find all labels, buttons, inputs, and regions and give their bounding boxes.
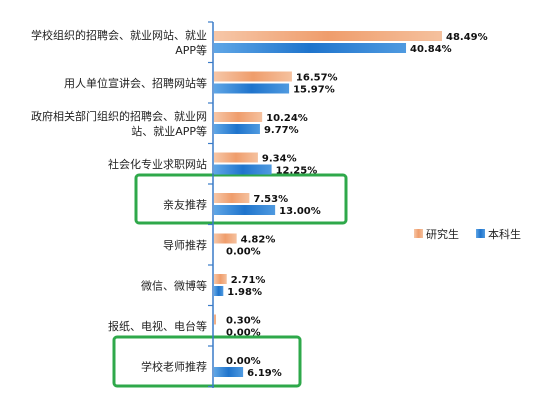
undergraduate-value-label: 12.25% bbox=[276, 166, 318, 177]
undergraduate-bar bbox=[214, 164, 272, 175]
undergraduate-bar bbox=[214, 43, 407, 53]
graduate-value-label: 0.00% bbox=[226, 356, 261, 367]
category-axis bbox=[208, 21, 214, 388]
undergraduate-value-label: 0.00% bbox=[226, 247, 261, 258]
legend-label-graduate: 研究生 bbox=[426, 227, 459, 241]
graduate-value-label: 2.71% bbox=[231, 275, 266, 286]
category-label: APP等 bbox=[175, 43, 207, 57]
highlight-boxes bbox=[112, 173, 348, 388]
highlight-box-8 bbox=[112, 335, 302, 388]
category-label: 社会化专业求职网站 bbox=[108, 157, 207, 171]
graduate-bar bbox=[214, 31, 442, 41]
legend-label-undergraduate: 本科生 bbox=[488, 227, 521, 241]
graduate-bar bbox=[214, 112, 263, 122]
value-labels: 48.49% 16.57% 10.24% 9.34% 7.53% 4.82% 2.71% 0.… bbox=[226, 32, 488, 379]
graduate-value-label: 10.24% bbox=[266, 113, 308, 124]
bar-group bbox=[214, 31, 442, 377]
category-label: 学校组织的招聘会、就业网站、就业 bbox=[31, 28, 207, 42]
graduate-bar bbox=[214, 314, 216, 325]
category-label: 站、就业APP等 bbox=[131, 124, 207, 138]
undergraduate-value-label: 0.00% bbox=[226, 328, 261, 339]
category-label: 亲友推荐 bbox=[163, 197, 207, 211]
graduate-value-label: 4.82% bbox=[241, 235, 276, 246]
graduate-bar bbox=[214, 274, 227, 284]
undergraduate-value-label: 6.19% bbox=[247, 368, 282, 379]
category-label: 微信、微博等 bbox=[141, 278, 207, 292]
undergraduate-value-label: 40.84% bbox=[410, 44, 452, 55]
graduate-value-label: 9.34% bbox=[262, 154, 297, 165]
graduate-value-label: 7.53% bbox=[253, 194, 288, 205]
graduate-value-label: 48.49% bbox=[446, 32, 488, 43]
category-label: 导师推荐 bbox=[163, 238, 207, 252]
undergraduate-value-label: 13.00% bbox=[279, 206, 321, 217]
undergraduate-bar bbox=[214, 367, 244, 377]
undergraduate-bar bbox=[214, 205, 276, 215]
undergraduate-value-label: 1.98% bbox=[227, 287, 262, 298]
undergraduate-bar bbox=[214, 124, 260, 134]
category-label: 用人单位宣讲会、招聘网站等 bbox=[64, 76, 207, 90]
graduate-bar bbox=[214, 152, 258, 163]
highlight-box-4 bbox=[134, 173, 348, 225]
graduate-value-label: 16.57% bbox=[296, 73, 338, 84]
category-labels: 学校组织的招聘会、就业网站、就业APP等用人单位宣讲会、招聘网站等政府相关部门组… bbox=[31, 28, 207, 374]
undergraduate-value-label: 9.77% bbox=[264, 125, 299, 136]
undergraduate-bar bbox=[214, 83, 290, 94]
category-label: 学校老师推荐 bbox=[141, 359, 207, 373]
undergraduate-value-label: 15.97% bbox=[293, 85, 335, 96]
undergraduate-bar bbox=[214, 286, 224, 296]
category-label: 政府相关部门组织的招聘会、就业网 bbox=[31, 109, 207, 123]
legend-swatch-graduate bbox=[414, 229, 423, 238]
graduate-value-label: 0.30% bbox=[226, 316, 261, 327]
category-label: 报纸、电视、电台等 bbox=[108, 319, 207, 333]
legend-swatch-undergraduate bbox=[476, 229, 485, 238]
graduate-bar bbox=[214, 193, 250, 203]
legend: 研究生 本科生 bbox=[414, 227, 521, 241]
graduate-bar bbox=[214, 71, 292, 82]
graduate-bar bbox=[214, 233, 237, 244]
